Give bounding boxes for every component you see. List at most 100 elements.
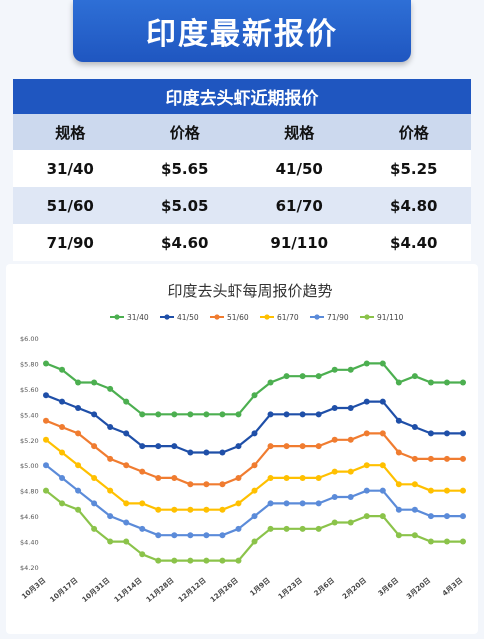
- y-tick-label: $4.80: [20, 488, 39, 496]
- data-point: [139, 525, 146, 532]
- cell-spec: 61/70: [242, 187, 357, 224]
- data-point: [460, 430, 466, 437]
- data-point: [91, 500, 98, 507]
- data-point: [59, 474, 66, 481]
- data-point: [460, 538, 466, 545]
- legend-item: 91/110: [360, 313, 404, 322]
- data-point: [460, 379, 466, 386]
- data-point: [75, 462, 82, 469]
- series-51-60: [43, 417, 466, 488]
- data-point: [235, 411, 242, 418]
- data-point: [283, 443, 290, 450]
- data-point: [379, 513, 386, 520]
- data-point: [251, 487, 258, 494]
- data-point: [347, 366, 354, 373]
- data-point: [427, 430, 434, 437]
- data-point: [59, 398, 66, 405]
- x-tick-label: 3月6日: [377, 576, 400, 597]
- legend-item: 31/40: [110, 313, 149, 322]
- data-point: [395, 379, 402, 386]
- series-91-110: [43, 487, 466, 564]
- chart-title: 印度去头虾每周报价趋势: [167, 282, 332, 300]
- x-tick-label: 12月26日: [209, 576, 240, 604]
- data-point: [219, 532, 226, 539]
- legend-swatch-marker: [114, 314, 120, 320]
- data-point: [91, 474, 98, 481]
- data-point: [267, 411, 274, 418]
- data-point: [155, 474, 162, 481]
- data-point: [395, 532, 402, 539]
- data-point: [171, 443, 178, 450]
- cell-price: $4.60: [127, 224, 242, 261]
- data-point: [283, 373, 290, 380]
- table-caption-row: 印度去头虾近期报价: [13, 79, 471, 114]
- data-point: [91, 443, 98, 450]
- data-point: [203, 449, 210, 456]
- page-banner: 印度最新报价: [73, 0, 411, 62]
- data-point: [107, 538, 114, 545]
- x-tick-label: 2月20日: [341, 576, 368, 601]
- data-point: [219, 481, 226, 488]
- data-point: [59, 500, 66, 507]
- data-point: [443, 513, 450, 520]
- data-point: [235, 557, 242, 564]
- x-tick-label: 3月20日: [405, 576, 432, 601]
- data-point: [411, 481, 418, 488]
- x-tick-label: 10月31日: [81, 576, 112, 604]
- data-point: [267, 525, 274, 532]
- y-tick-label: $4.60: [20, 513, 39, 521]
- data-point: [443, 538, 450, 545]
- data-point: [155, 532, 162, 539]
- data-point: [251, 462, 258, 469]
- data-point: [59, 424, 66, 431]
- data-point: [283, 411, 290, 418]
- y-tick-label: $6.00: [20, 335, 39, 343]
- data-point: [43, 487, 49, 494]
- data-point: [203, 557, 210, 564]
- legend-swatch-marker: [314, 314, 320, 320]
- header-spec-1: 规格: [13, 114, 128, 150]
- x-tick-label: 11月14日: [113, 576, 144, 604]
- data-point: [395, 481, 402, 488]
- data-point: [251, 430, 258, 437]
- data-point: [267, 443, 274, 450]
- data-point: [331, 404, 338, 411]
- chart-plot: [43, 360, 466, 564]
- data-point: [460, 455, 466, 462]
- x-tick-label: 10月3日: [20, 576, 47, 601]
- series-line: [45, 394, 463, 454]
- data-point: [331, 519, 338, 526]
- data-point: [91, 379, 98, 386]
- legend-label: 31/40: [127, 313, 149, 322]
- y-tick-label: $5.40: [20, 411, 39, 419]
- header-price-1: 价格: [127, 114, 242, 150]
- data-point: [43, 462, 49, 469]
- chart-axes: $4.20 $4.40 $4.60 $4.80 $5.00 $5.20 $5.40 $5.60…: [20, 335, 464, 604]
- data-point: [75, 404, 82, 411]
- data-point: [411, 532, 418, 539]
- table-header-row: 规格 价格 规格 价格: [13, 114, 471, 150]
- y-tick-label: $5.60: [20, 386, 39, 394]
- data-point: [219, 411, 226, 418]
- data-point: [107, 385, 114, 392]
- data-point: [75, 506, 82, 513]
- data-point: [139, 468, 146, 475]
- data-point: [379, 360, 386, 367]
- x-tick-label: 10月17日: [49, 576, 80, 604]
- legend-item: 71/90: [310, 313, 349, 322]
- data-point: [379, 487, 386, 494]
- data-point: [155, 506, 162, 513]
- x-tick-label: 1月23日: [277, 576, 304, 601]
- series-71-90: [43, 462, 466, 539]
- legend-item: 61/70: [260, 313, 299, 322]
- data-point: [347, 436, 354, 443]
- data-point: [59, 449, 66, 456]
- data-point: [411, 506, 418, 513]
- data-point: [219, 449, 226, 456]
- data-point: [91, 525, 98, 532]
- data-point: [251, 392, 258, 399]
- data-point: [379, 430, 386, 437]
- data-point: [395, 506, 402, 513]
- table-row: 71/90 $4.60 91/110 $4.40: [13, 224, 471, 261]
- data-point: [75, 379, 82, 386]
